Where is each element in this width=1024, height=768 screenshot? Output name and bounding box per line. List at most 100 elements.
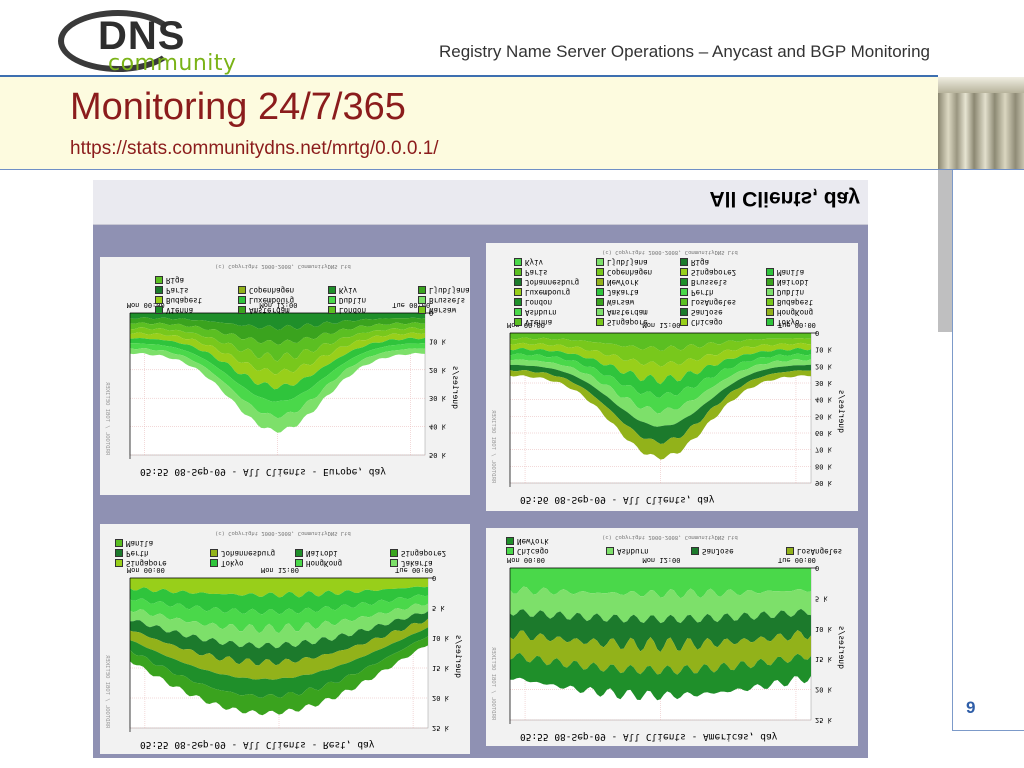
legend-swatch — [514, 278, 522, 287]
legend-label: Budapest — [777, 298, 814, 307]
legend-swatch — [328, 286, 336, 295]
legend-label: Johannesburg — [525, 278, 580, 287]
legend-label: Ashburn — [525, 308, 557, 317]
y-tick-label: 70 k — [815, 446, 833, 454]
legend-label: SanJose — [691, 308, 723, 317]
legend-label: Perth — [691, 288, 714, 297]
legend-swatch — [155, 306, 163, 315]
chart-svg: 0 5 k 10 k 15 k 20 k 25 k Mon 00:00 Mon 12:00 Tu… — [507, 556, 833, 724]
legend-swatch — [115, 549, 123, 558]
legend-label: Singapore — [607, 318, 648, 327]
screenshot-heading: All Clients, day — [709, 187, 860, 210]
bottom-rule — [952, 730, 1024, 731]
legend-label: Tokyo — [221, 559, 244, 568]
legend-swatch — [596, 308, 604, 317]
x-tick-label: Mon 00:00 — [127, 301, 165, 309]
legend-item: Jakarta — [596, 288, 639, 297]
legend-item: HongKong — [766, 308, 813, 317]
legend-swatch — [766, 288, 774, 297]
traffic-area-nairobi — [130, 627, 428, 698]
legend-item: Kyiv — [514, 258, 543, 267]
legend-swatch — [115, 559, 123, 568]
legend-swatch — [514, 268, 522, 277]
traffic-area-amsterdam — [510, 359, 811, 427]
legend-label: Warsaw — [607, 298, 635, 307]
traffic-area-hongkong — [510, 370, 811, 460]
logo-dns-text: DNS — [98, 14, 186, 58]
legend-label: Ljubljana — [429, 286, 470, 295]
legend-swatch — [390, 549, 398, 558]
logo-ring-icon — [58, 10, 178, 72]
traffic-area-chicago — [510, 342, 811, 385]
legend-label: London — [339, 306, 367, 315]
traffic-area-warsaw — [130, 327, 425, 375]
y-tick-label: 0 — [432, 574, 436, 582]
legend-swatch — [210, 549, 218, 558]
legend-label: Vienna — [525, 318, 553, 327]
legend-swatch — [766, 308, 774, 317]
title-band — [0, 77, 938, 169]
traffic-area-amsterdam — [130, 317, 425, 345]
legend-item: Dublin — [766, 288, 804, 297]
y-tick-label: 5 k — [432, 604, 445, 612]
legend-swatch — [514, 288, 522, 297]
traffic-area-perth — [130, 611, 428, 666]
legend-label: Ashburn — [617, 547, 649, 556]
legend-swatch — [514, 258, 522, 267]
legend-swatch — [680, 298, 688, 307]
legend-label: HongKong — [777, 308, 814, 317]
y-tick-label: 0 — [815, 564, 819, 572]
legend-label: Manila — [126, 539, 154, 548]
legend-swatch — [115, 539, 123, 548]
legend-swatch — [514, 308, 522, 317]
chart-legend: Vienna Amsterdam London Warsaw Budapest Luxem… — [100, 257, 470, 495]
legend-label: Luxembourg — [249, 296, 295, 305]
legend-item: Kyiv — [328, 286, 357, 295]
y-tick-label: 80 k — [815, 462, 833, 470]
traffic-area-singapore — [510, 337, 811, 367]
legend-item: Warsaw — [596, 298, 634, 307]
legend-swatch — [596, 318, 604, 327]
legend-item: LosAngeles — [680, 298, 736, 307]
legend-label: Warsaw — [429, 306, 457, 315]
traffic-area-jakarta — [130, 603, 428, 649]
legend-label: Jakarta — [607, 288, 639, 297]
y-tick-label: 20 k — [815, 686, 833, 694]
legend-item: Singapore2 — [680, 268, 736, 277]
legend-swatch — [680, 288, 688, 297]
traffic-area-luxembourg — [130, 337, 425, 402]
traffic-chart-2: 0 10 k 20 k 30 k 40 k 50 k 60 k 70 k 80 k 90 k Mon… — [486, 243, 858, 511]
legend-label: Riga — [691, 258, 710, 267]
y-tick-label: 10 k — [815, 625, 833, 633]
legend-label: London — [525, 298, 553, 307]
legend-item: Luxembourg — [514, 288, 570, 297]
slide-title: Monitoring 24/7/365 — [70, 86, 406, 128]
legend-swatch — [680, 258, 688, 267]
legend-swatch — [766, 278, 774, 287]
chart-copyright: (c) Copyright 2000-2008, CommunityDNS Lt… — [215, 530, 351, 536]
legend-label: Singapore2 — [401, 549, 447, 558]
legend-item: Ashburn — [606, 547, 649, 556]
x-tick-label: Tue 00:00 — [395, 566, 433, 574]
legend-item: Tokyo — [766, 318, 800, 327]
x-tick-label: Mon 12:00 — [643, 321, 681, 329]
legend-item: Budapest — [155, 296, 202, 305]
chart-svg: 0 5 k 10 k 15 k 20 k 25 k Mon 00:00 Mon 12:00 Tu… — [127, 566, 450, 732]
traffic-area-sanjose — [510, 364, 811, 444]
y-tick-label: 90 k — [815, 479, 833, 487]
legend-label: Riga — [166, 276, 185, 285]
legend-label: Paris — [166, 286, 189, 295]
traffic-area-brussels — [130, 348, 425, 433]
page-number: 9 — [966, 698, 976, 717]
chart-mirrored-layer: 0 5 k 10 k 15 k 20 k 25 k Mon 00:00 Mon 12:00 Tu… — [486, 528, 858, 746]
y-tick-label: 10 k — [429, 337, 447, 345]
legend-item: Paris — [155, 286, 189, 295]
legend-swatch — [238, 306, 246, 315]
header-title: Registry Name Server Operations – Anycas… — [438, 42, 930, 61]
x-tick-label: Mon 12:00 — [643, 556, 681, 564]
traffic-area-dublin — [130, 343, 425, 419]
legend-label: Singapore — [126, 559, 167, 568]
chart-copyright: (c) Copyright 2000-2008, CommunityDNS Lt… — [602, 534, 738, 540]
logo-community-text: community — [108, 51, 237, 76]
legend-label: Ljubljana — [607, 258, 648, 267]
